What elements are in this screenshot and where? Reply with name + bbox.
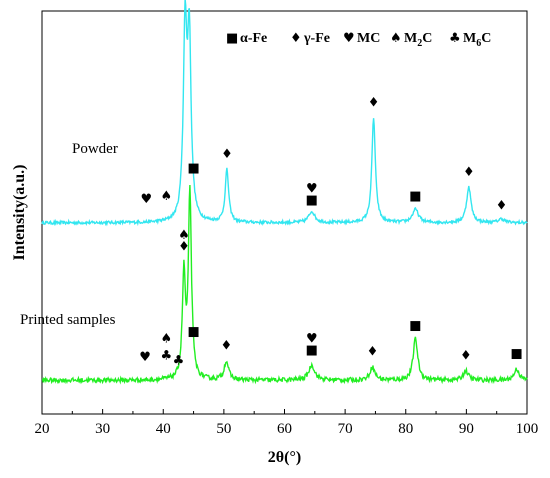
phase-marker: ♥ xyxy=(139,350,151,365)
x-tick-label: 90 xyxy=(459,421,474,437)
series-label-1: Printed samples xyxy=(20,312,116,328)
phase-marker: ♥ xyxy=(306,332,318,347)
x-tick-label: 60 xyxy=(277,421,292,437)
phase-marker: ♦ xyxy=(178,239,190,254)
y-axis-title: Intensity(a.u.) xyxy=(11,164,28,260)
phase-marker: ♦ xyxy=(463,165,475,180)
spade-icon: ♠ xyxy=(390,31,402,46)
legend-label: M2C xyxy=(404,31,432,49)
x-axis-title: 2θ(°) xyxy=(268,449,301,466)
diamond-icon: ♦ xyxy=(290,31,302,46)
x-tick-label: 50 xyxy=(216,421,231,437)
legend-item-square: ■ α-Fe xyxy=(226,31,267,46)
phase-marker: ■ xyxy=(409,189,421,204)
series-label-0: Powder xyxy=(72,141,118,157)
club-icon: ♣ xyxy=(449,31,461,46)
x-tick-label: 20 xyxy=(35,421,50,437)
phase-marker: ♣ xyxy=(160,348,172,363)
phase-marker: ♦ xyxy=(367,345,379,360)
phase-marker: ■ xyxy=(511,347,523,362)
series-line-0 xyxy=(41,0,528,227)
phase-marker: ♦ xyxy=(496,198,508,213)
plot-frame xyxy=(41,10,528,415)
legend-label: γ-Fe xyxy=(303,31,330,46)
square-icon: ■ xyxy=(226,31,238,46)
x-ticks: 20 30 40 50 60 70 80 90 100 xyxy=(35,409,539,437)
phase-marker: ♠ xyxy=(160,189,172,204)
x-tick-label: 70 xyxy=(338,421,353,437)
legend-item-club: ♣ M6C xyxy=(449,31,491,49)
legend-label: α-Fe xyxy=(240,31,267,46)
legend-item-diamond: ♦ γ-Fe xyxy=(290,31,330,46)
series-line-1 xyxy=(41,184,528,385)
phase-marker: ■ xyxy=(306,343,318,358)
series-layer: Powder Printed samples xyxy=(20,0,528,385)
heart-icon: ♥ xyxy=(343,31,355,46)
phase-marker: ■ xyxy=(187,324,199,339)
x-tick-label: 100 xyxy=(516,421,539,437)
x-tick-label: 40 xyxy=(156,421,171,437)
legend: ■ α-Fe ♦ γ-Fe ♥ MC ♠ M2C ♣ M6C xyxy=(226,31,491,49)
phase-marker: ■ xyxy=(306,193,318,208)
phase-marker: ♦ xyxy=(220,339,232,354)
legend-label: MC xyxy=(357,31,380,46)
phase-marker: ♦ xyxy=(460,348,472,363)
legend-item-heart: ♥ MC xyxy=(343,31,380,46)
phase-marker: ♠ xyxy=(178,228,190,243)
phase-marker: ♥ xyxy=(140,192,152,207)
marker-layer: ♥♠♠♦■♦♥■♦■♦♦♥♠♣♠♦♣■♦♥■♦■♦■ xyxy=(139,95,523,368)
legend-label: M6C xyxy=(463,31,491,49)
phase-marker: ♠ xyxy=(160,331,172,346)
phase-marker: ■ xyxy=(409,319,421,334)
legend-item-spade: ♠ M2C xyxy=(390,31,432,49)
phase-marker: ■ xyxy=(187,161,199,176)
x-tick-label: 30 xyxy=(95,421,110,437)
phase-marker: ♣ xyxy=(173,353,185,368)
phase-marker: ♦ xyxy=(368,95,380,110)
phase-marker: ♦ xyxy=(221,147,233,162)
x-tick-label: 80 xyxy=(398,421,413,437)
phase-marker: ♥ xyxy=(306,182,318,197)
